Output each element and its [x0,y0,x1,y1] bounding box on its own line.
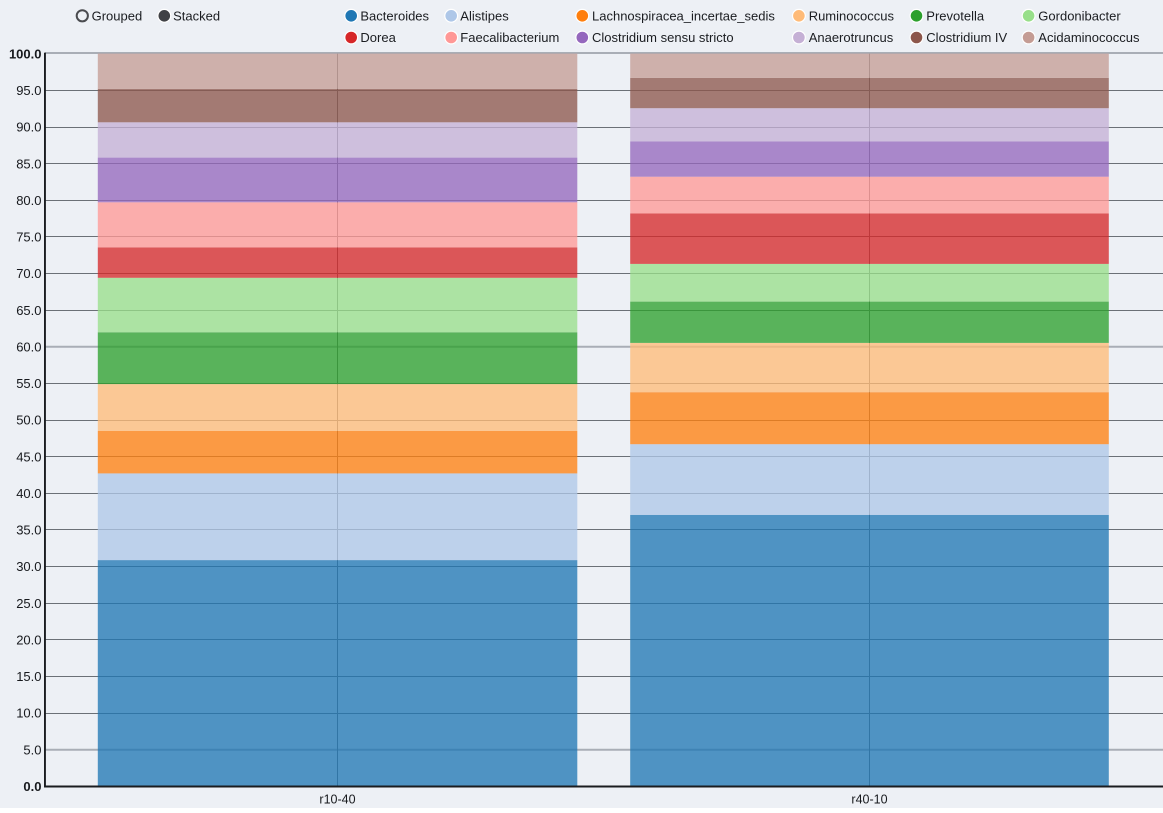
svg-text:65.0: 65.0 [16,303,41,318]
svg-text:Grouped: Grouped [92,9,143,24]
svg-text:20.0: 20.0 [16,633,41,648]
svg-text:30.0: 30.0 [16,559,41,574]
svg-text:r40-10: r40-10 [851,792,887,806]
svg-text:95.0: 95.0 [16,83,41,98]
svg-text:Gordonibacter: Gordonibacter [1038,9,1121,24]
svg-text:Bacteroides: Bacteroides [360,9,429,24]
svg-text:Anaerotruncus: Anaerotruncus [809,30,894,45]
svg-text:10.0: 10.0 [16,706,41,721]
svg-text:45.0: 45.0 [16,449,41,464]
svg-text:55.0: 55.0 [16,376,41,391]
svg-text:35.0: 35.0 [16,523,41,538]
svg-text:Ruminococcus: Ruminococcus [809,9,895,24]
svg-text:100.0: 100.0 [9,46,42,61]
svg-text:Clostridium sensu stricto: Clostridium sensu stricto [592,30,734,45]
svg-text:60.0: 60.0 [16,339,41,354]
svg-text:Stacked: Stacked [173,9,220,24]
svg-text:Acidaminococcus: Acidaminococcus [1038,30,1140,45]
svg-text:Alistipes: Alistipes [460,9,509,24]
svg-text:Clostridium IV: Clostridium IV [926,30,1007,45]
svg-text:90.0: 90.0 [16,120,41,135]
svg-text:15.0: 15.0 [16,669,41,684]
svg-text:Dorea: Dorea [360,30,396,45]
svg-text:80.0: 80.0 [16,193,41,208]
svg-text:Faecalibacterium: Faecalibacterium [460,30,559,45]
svg-text:85.0: 85.0 [16,156,41,171]
svg-text:r10-40: r10-40 [319,792,355,806]
svg-text:Prevotella: Prevotella [926,9,985,24]
svg-text:40.0: 40.0 [16,486,41,501]
svg-text:Lachnospiracea_incertae_sedis: Lachnospiracea_incertae_sedis [592,9,775,24]
svg-text:0.0: 0.0 [23,779,41,794]
svg-text:25.0: 25.0 [16,596,41,611]
svg-text:70.0: 70.0 [16,266,41,281]
svg-text:50.0: 50.0 [16,413,41,428]
svg-text:75.0: 75.0 [16,230,41,245]
svg-text:5.0: 5.0 [23,742,41,757]
